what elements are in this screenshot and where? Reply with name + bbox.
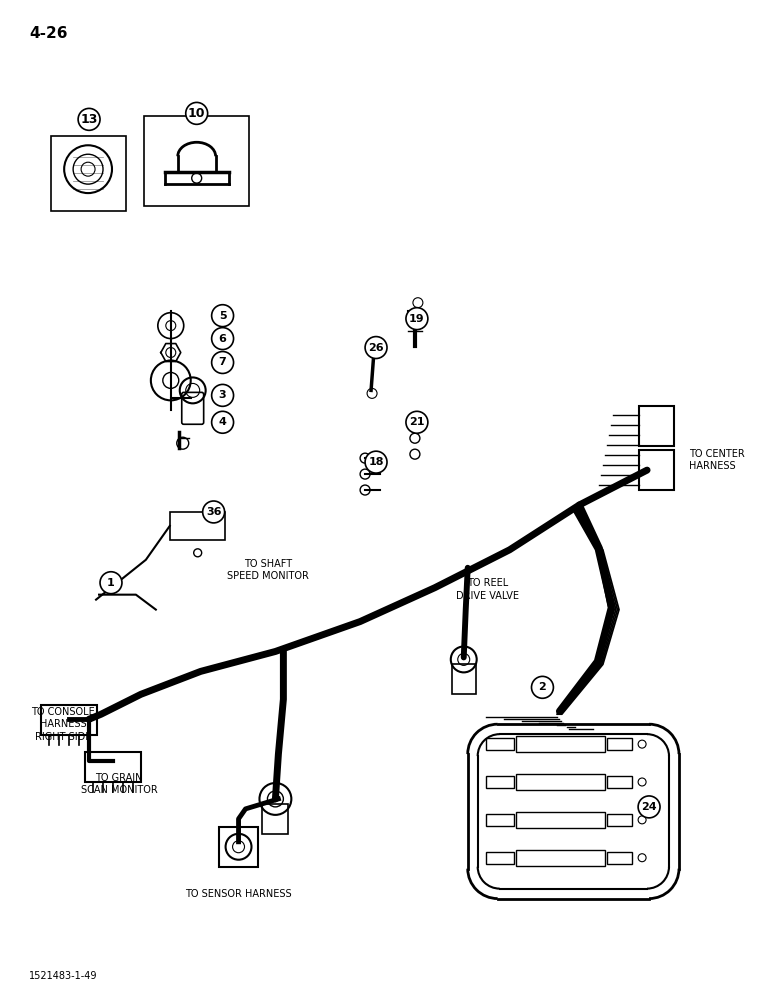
Circle shape <box>365 337 387 359</box>
Text: TO CENTER
HARNESS: TO CENTER HARNESS <box>689 449 745 471</box>
Text: 1521483-1-49: 1521483-1-49 <box>30 971 98 981</box>
Text: 10: 10 <box>188 107 205 120</box>
Bar <box>607 738 632 750</box>
Circle shape <box>211 384 233 406</box>
Text: 4-26: 4-26 <box>30 26 68 41</box>
Text: 6: 6 <box>218 334 226 344</box>
Bar <box>486 738 513 750</box>
Circle shape <box>406 411 428 433</box>
Circle shape <box>211 305 233 327</box>
Circle shape <box>211 411 233 433</box>
Circle shape <box>211 352 233 373</box>
Text: 3: 3 <box>218 390 226 400</box>
Text: 2: 2 <box>538 682 546 692</box>
Text: 26: 26 <box>368 343 384 353</box>
Bar <box>486 776 513 788</box>
Bar <box>41 705 97 735</box>
Text: TO REEL
DRIVE VALVE: TO REEL DRIVE VALVE <box>456 578 519 601</box>
Text: TO CONSOLE
HARNESS
RIGHT SIDE: TO CONSOLE HARNESS RIGHT SIDE <box>31 707 95 742</box>
Bar <box>486 852 513 864</box>
Bar <box>51 136 126 211</box>
Circle shape <box>186 102 207 124</box>
Circle shape <box>211 328 233 350</box>
Bar <box>262 804 289 834</box>
Text: 36: 36 <box>206 507 222 517</box>
Bar <box>85 752 141 782</box>
Bar <box>516 736 605 752</box>
Text: TO SHAFT
SPEED MONITOR: TO SHAFT SPEED MONITOR <box>228 559 310 581</box>
Bar <box>516 850 605 866</box>
Bar <box>170 512 225 540</box>
Bar <box>516 812 605 828</box>
Bar <box>516 774 605 790</box>
Text: TO SENSOR HARNESS: TO SENSOR HARNESS <box>185 889 292 899</box>
Text: TO GRAIN
SCAN MONITOR: TO GRAIN SCAN MONITOR <box>80 773 158 795</box>
Text: 24: 24 <box>641 802 657 812</box>
Circle shape <box>638 796 660 818</box>
Text: 13: 13 <box>80 113 98 126</box>
Text: 7: 7 <box>218 357 226 367</box>
Bar <box>639 450 674 490</box>
Circle shape <box>78 108 100 130</box>
Bar <box>144 116 249 206</box>
Text: 19: 19 <box>409 314 425 324</box>
Bar <box>218 827 258 867</box>
Text: 1: 1 <box>107 578 115 588</box>
Circle shape <box>203 501 225 523</box>
Text: 5: 5 <box>218 311 226 321</box>
Text: 21: 21 <box>410 417 424 427</box>
Bar <box>607 776 632 788</box>
Circle shape <box>365 451 387 473</box>
Text: 4: 4 <box>218 417 226 427</box>
Circle shape <box>406 308 428 330</box>
Bar <box>607 852 632 864</box>
Text: 18: 18 <box>368 457 384 467</box>
Bar <box>486 814 513 826</box>
Bar <box>607 814 632 826</box>
Bar <box>639 406 674 446</box>
Circle shape <box>100 572 122 594</box>
Bar <box>452 664 476 694</box>
Circle shape <box>531 676 554 698</box>
